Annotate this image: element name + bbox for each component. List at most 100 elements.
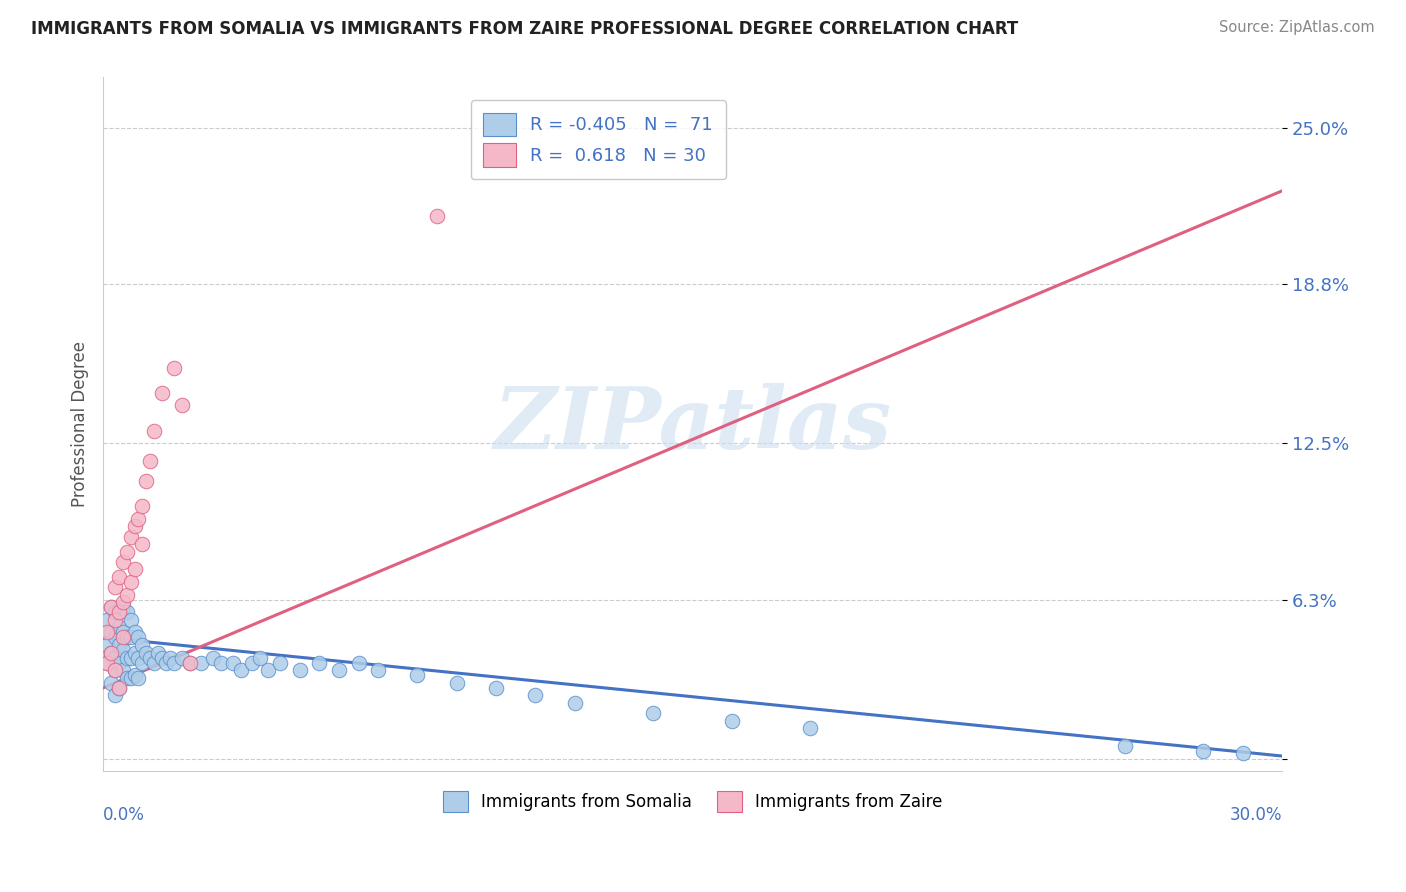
Point xyxy=(229,663,252,677)
Point xyxy=(120,530,142,544)
Point xyxy=(100,646,122,660)
Point xyxy=(139,650,162,665)
Point xyxy=(111,663,134,677)
Point xyxy=(108,656,131,670)
Point xyxy=(104,605,127,619)
Point xyxy=(249,650,271,665)
Point xyxy=(111,555,134,569)
Point xyxy=(426,209,449,223)
Point xyxy=(120,671,142,685)
Point xyxy=(150,650,173,665)
Point xyxy=(446,676,468,690)
Text: IMMIGRANTS FROM SOMALIA VS IMMIGRANTS FROM ZAIRE PROFESSIONAL DEGREE CORRELATION: IMMIGRANTS FROM SOMALIA VS IMMIGRANTS FR… xyxy=(31,20,1018,37)
Point xyxy=(524,689,547,703)
Point xyxy=(135,474,157,488)
Point xyxy=(564,696,586,710)
Point xyxy=(124,646,146,660)
Point xyxy=(222,656,245,670)
Point xyxy=(115,544,138,558)
Point xyxy=(131,638,153,652)
Point xyxy=(131,500,153,514)
Point xyxy=(100,600,122,615)
Point xyxy=(120,650,142,665)
Text: ZIPatlas: ZIPatlas xyxy=(494,383,891,466)
Point xyxy=(104,631,127,645)
Point xyxy=(485,681,508,695)
Point xyxy=(111,643,134,657)
Point xyxy=(135,646,157,660)
Point xyxy=(96,656,118,670)
Point xyxy=(347,656,370,670)
Point xyxy=(1232,747,1254,761)
Point xyxy=(143,424,166,438)
Point xyxy=(406,668,429,682)
Point xyxy=(328,663,350,677)
Point xyxy=(143,656,166,670)
Point xyxy=(127,650,149,665)
Point xyxy=(115,631,138,645)
Point xyxy=(257,663,280,677)
Point xyxy=(163,360,186,375)
Text: 0.0%: 0.0% xyxy=(103,805,145,824)
Point xyxy=(108,681,131,695)
Point xyxy=(190,656,212,670)
Point xyxy=(100,676,122,690)
Point xyxy=(124,668,146,682)
Point xyxy=(124,519,146,533)
Point xyxy=(115,650,138,665)
Point xyxy=(108,681,131,695)
Point xyxy=(643,706,665,720)
Point xyxy=(202,650,225,665)
Text: Source: ZipAtlas.com: Source: ZipAtlas.com xyxy=(1219,20,1375,35)
Point xyxy=(159,650,181,665)
Point xyxy=(131,656,153,670)
Point xyxy=(288,663,311,677)
Point xyxy=(209,656,232,670)
Point xyxy=(124,625,146,640)
Point xyxy=(115,588,138,602)
Point xyxy=(104,689,127,703)
Point xyxy=(127,631,149,645)
Point xyxy=(108,605,131,619)
Point xyxy=(96,638,118,652)
Point xyxy=(1192,744,1215,758)
Point xyxy=(96,613,118,627)
Point xyxy=(100,646,122,660)
Legend: Immigrants from Somalia, Immigrants from Zaire: Immigrants from Somalia, Immigrants from… xyxy=(436,785,949,818)
Point xyxy=(179,656,201,670)
Point xyxy=(111,595,134,609)
Point xyxy=(108,620,131,634)
Point xyxy=(799,721,821,735)
Point xyxy=(146,646,169,660)
Point xyxy=(104,613,127,627)
Point xyxy=(720,714,742,728)
Point xyxy=(100,600,122,615)
Point xyxy=(115,671,138,685)
Point xyxy=(170,398,193,412)
Point xyxy=(367,663,389,677)
Text: 30.0%: 30.0% xyxy=(1229,805,1282,824)
Point xyxy=(163,656,186,670)
Point xyxy=(127,512,149,526)
Point xyxy=(111,600,134,615)
Point xyxy=(111,625,134,640)
Point xyxy=(111,631,134,645)
Point xyxy=(170,650,193,665)
Point xyxy=(242,656,264,670)
Point xyxy=(104,663,127,677)
Point xyxy=(104,580,127,594)
Point xyxy=(96,656,118,670)
Point xyxy=(104,663,127,677)
Point xyxy=(1114,739,1136,753)
Point xyxy=(115,605,138,619)
Point xyxy=(131,537,153,551)
Point xyxy=(120,613,142,627)
Point xyxy=(96,625,118,640)
Point xyxy=(104,650,127,665)
Point xyxy=(269,656,291,670)
Y-axis label: Professional Degree: Professional Degree xyxy=(72,342,89,508)
Point xyxy=(150,385,173,400)
Point xyxy=(120,574,142,589)
Point xyxy=(108,570,131,584)
Point xyxy=(179,656,201,670)
